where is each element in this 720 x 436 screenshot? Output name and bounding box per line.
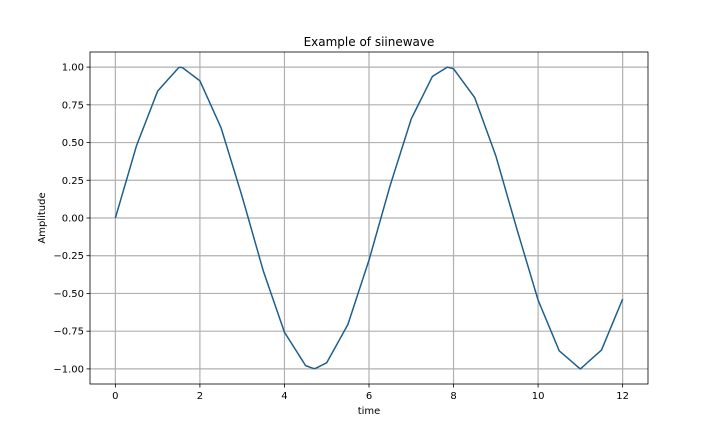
y-axis-label: Amplitude [37, 192, 48, 243]
y-tick-label: −0.25 [53, 251, 84, 262]
chart-title: Example of siinewave [304, 35, 435, 49]
y-tick-label: 0.75 [62, 100, 84, 111]
y-tick-label: −0.75 [53, 327, 84, 338]
y-tick-label: −0.50 [53, 289, 84, 300]
sine-wave-line [114, 66, 624, 370]
x-tick-label: 12 [616, 391, 629, 402]
x-tick-label: 8 [450, 391, 456, 402]
y-tick-label: −1.00 [53, 364, 84, 375]
y-tick-label: 0.25 [62, 176, 84, 187]
x-axis-label: time [358, 406, 381, 417]
series-layer [114, 66, 624, 370]
x-tick-label: 2 [197, 391, 203, 402]
ticks: 0 2 4 6 8 10 12 1.00 0.75 0.50 0.25 0.00 −0.25 −0.50 −… [53, 63, 629, 402]
grid [90, 52, 648, 384]
x-tick-label: 4 [281, 391, 287, 402]
y-tick-label: 0.50 [62, 138, 84, 149]
x-tick-label: 6 [366, 391, 372, 402]
y-tick-label: 1.00 [62, 63, 84, 74]
y-tick-label: 0.00 [62, 214, 84, 225]
x-tick-label: 0 [112, 391, 118, 402]
x-tick-label: 10 [532, 391, 545, 402]
